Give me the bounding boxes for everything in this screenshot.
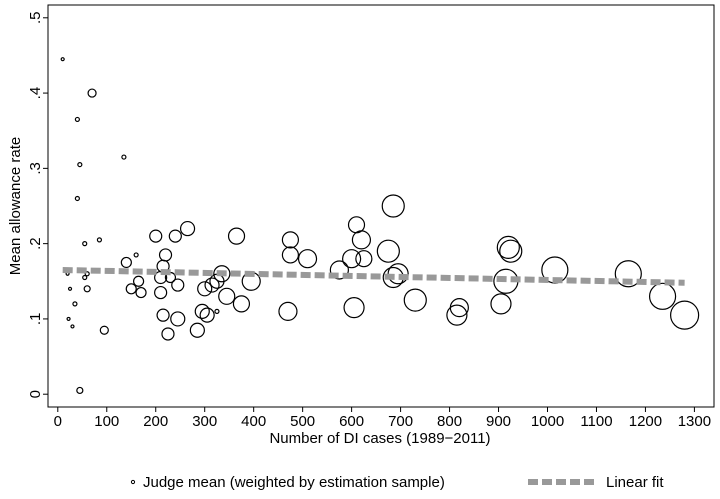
- point: [82, 241, 88, 247]
- point: [214, 308, 220, 314]
- y-tick-label: .1: [27, 313, 44, 326]
- point: [213, 265, 231, 283]
- point: [218, 287, 236, 305]
- point: [446, 304, 468, 326]
- point: [278, 301, 298, 321]
- x-tick-label: 300: [192, 413, 217, 430]
- x-tick-label: 1000: [531, 413, 564, 430]
- point: [342, 249, 362, 269]
- point: [403, 288, 427, 312]
- point: [351, 230, 372, 250]
- point: [96, 237, 103, 243]
- point: [67, 286, 73, 291]
- point: [161, 327, 175, 341]
- point: [381, 194, 405, 218]
- point: [199, 307, 215, 323]
- point: [281, 231, 300, 249]
- point: [70, 324, 75, 329]
- point: [74, 195, 80, 202]
- point: [149, 229, 163, 243]
- legend-marker: [130, 479, 136, 485]
- x-axis-title: Number of DI cases (1989−2011): [269, 430, 490, 447]
- point: [132, 275, 145, 287]
- point: [135, 286, 147, 299]
- point: [355, 250, 373, 268]
- point: [121, 154, 127, 160]
- point: [168, 229, 182, 243]
- x-tick-label: 200: [143, 413, 168, 430]
- point: [194, 303, 210, 319]
- x-tick-label: 100: [94, 413, 119, 430]
- x-tick-label: 700: [388, 413, 413, 430]
- point: [133, 252, 139, 258]
- point: [156, 308, 170, 322]
- point: [376, 239, 400, 263]
- y-tick-label: 0: [27, 390, 44, 398]
- plot-frame: [47, 4, 715, 408]
- point: [499, 239, 523, 263]
- point: [329, 260, 349, 280]
- point: [84, 271, 90, 277]
- y-tick-label: .5: [27, 12, 44, 25]
- x-tick-label: 1300: [678, 413, 711, 430]
- point: [83, 285, 91, 293]
- point: [232, 295, 251, 313]
- x-tick-label: 900: [486, 413, 511, 430]
- point: [74, 116, 80, 123]
- x-tick-label: 0: [54, 413, 62, 430]
- y-tick-label: .2: [27, 237, 44, 250]
- point: [170, 311, 186, 327]
- point: [490, 293, 512, 315]
- point: [670, 300, 700, 330]
- point: [87, 88, 97, 98]
- point: [197, 281, 213, 297]
- point: [120, 256, 132, 269]
- x-tick-label: 1100: [580, 413, 612, 430]
- point: [82, 274, 88, 281]
- point: [158, 248, 173, 262]
- point: [99, 325, 109, 335]
- x-tick-label: 800: [437, 413, 462, 430]
- point: [496, 235, 520, 260]
- point: [72, 301, 78, 307]
- point: [449, 298, 469, 318]
- x-tick-label: 600: [339, 413, 364, 430]
- point: [297, 249, 318, 269]
- fit-line: [62, 266, 685, 286]
- point: [648, 282, 677, 310]
- point: [60, 57, 65, 62]
- point: [77, 161, 83, 168]
- point: [66, 316, 71, 322]
- point: [204, 277, 220, 293]
- point: [189, 322, 205, 338]
- point: [281, 246, 300, 264]
- point: [343, 297, 365, 319]
- legend-label: Judge mean (weighted by estimation sampl…: [143, 474, 445, 491]
- y-axis-title: Mean allowance rate: [7, 137, 24, 275]
- x-tick-label: 1200: [629, 413, 662, 430]
- y-tick-label: .3: [27, 162, 44, 175]
- point: [154, 285, 168, 300]
- point: [179, 220, 196, 237]
- point: [171, 278, 185, 292]
- y-tick-label: .4: [27, 87, 44, 100]
- point: [227, 227, 246, 245]
- point: [125, 283, 137, 295]
- point: [614, 260, 642, 288]
- legend-label: Linear fit: [606, 474, 664, 491]
- x-tick-label: 500: [290, 413, 315, 430]
- x-tick-label: 400: [241, 413, 266, 430]
- point: [76, 386, 84, 395]
